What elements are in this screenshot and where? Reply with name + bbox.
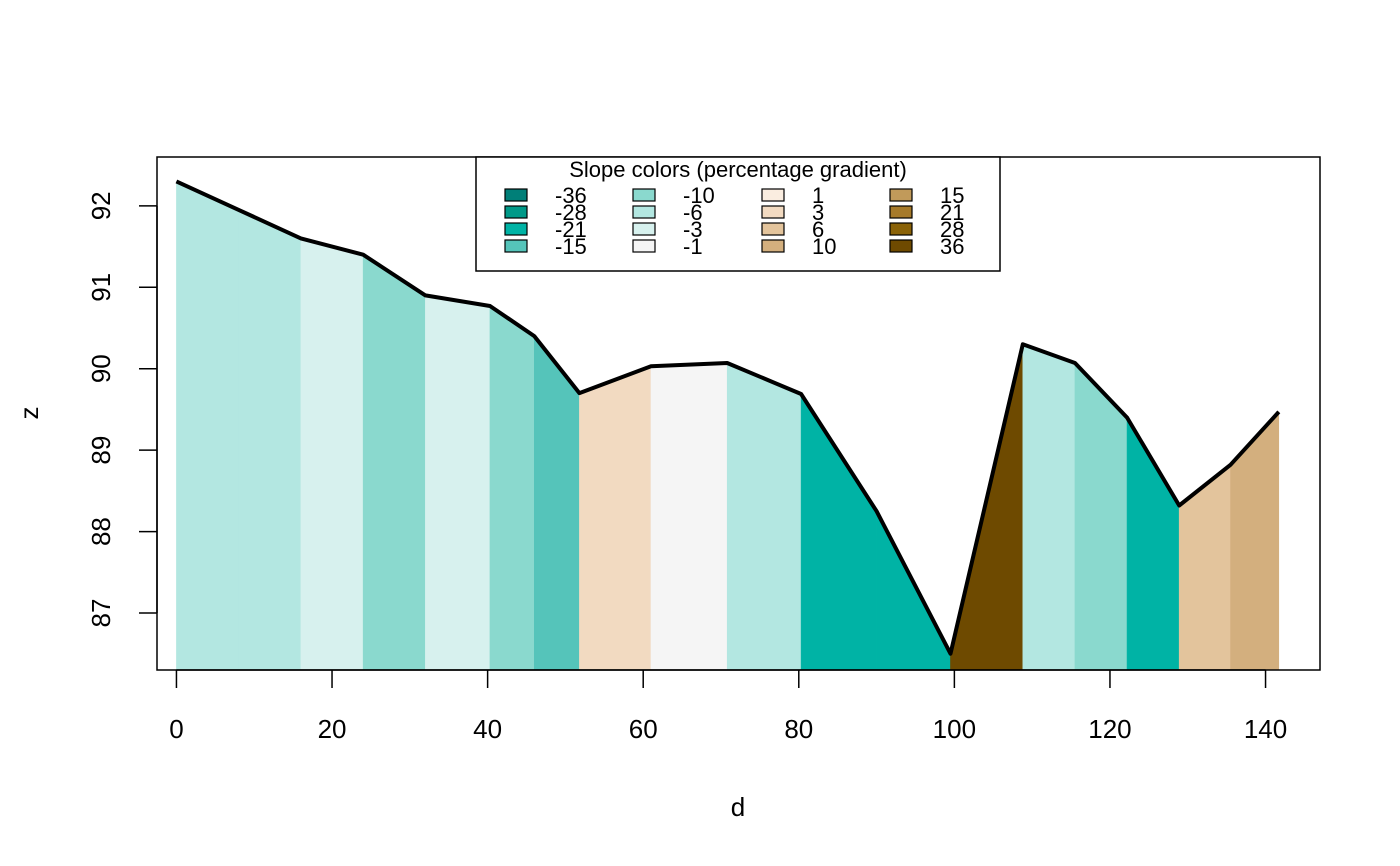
- legend-swatch: [761, 222, 785, 236]
- legend-swatch: [889, 188, 913, 202]
- slope-segment: [650, 362, 728, 671]
- legend-label: -6: [683, 200, 703, 225]
- x-tick-label: 120: [1088, 714, 1131, 744]
- legend-label: -36: [555, 183, 587, 208]
- legend-swatch: [504, 239, 528, 253]
- slope-segment: [362, 254, 426, 671]
- slope-segment: [1230, 411, 1280, 671]
- y-tick-label: 89: [86, 436, 116, 465]
- legend-swatch: [504, 188, 528, 202]
- slope-segment: [579, 365, 652, 671]
- slope-fills: [176, 180, 1280, 671]
- legend-swatch: [504, 205, 528, 219]
- slope-segment: [1178, 464, 1231, 671]
- slope-segment: [1126, 416, 1180, 671]
- legend-label: 36: [940, 234, 964, 259]
- legend-box: [475, 156, 1001, 272]
- y-tick-label: 91: [86, 273, 116, 302]
- legend-swatch: [761, 239, 785, 253]
- legend-label: 10: [812, 234, 836, 259]
- legend-label: -15: [555, 234, 587, 259]
- legend-swatch: [889, 239, 913, 253]
- legend-swatch: [889, 222, 913, 236]
- legend-swatch: [761, 188, 785, 202]
- slope-segment: [176, 180, 239, 671]
- slope-segment: [300, 238, 364, 671]
- legend-swatch: [889, 205, 913, 219]
- legend-label: -3: [683, 217, 703, 242]
- y-tick-label: 92: [86, 191, 116, 220]
- x-tick-label: 80: [784, 714, 813, 744]
- x-tick-label: 100: [933, 714, 976, 744]
- legend-label: 3: [812, 200, 824, 225]
- legend-label: 15: [940, 183, 964, 208]
- elevation-profile-line: [175, 179, 1281, 656]
- x-tick-label: 60: [629, 714, 658, 744]
- legend-swatch: [632, 239, 656, 253]
- y-tick-label: 88: [86, 517, 116, 546]
- legend-swatch: [761, 205, 785, 219]
- y-tick-label: 90: [86, 354, 116, 383]
- legend-swatch: [504, 222, 528, 236]
- x-tick-label: 40: [473, 714, 502, 744]
- legend-swatch: [632, 188, 656, 202]
- x-tick-label: 140: [1244, 714, 1287, 744]
- legend-label: 21: [940, 200, 964, 225]
- legend-label: -10: [683, 183, 715, 208]
- y-tick-label: 87: [86, 599, 116, 628]
- slope-segment: [489, 305, 535, 671]
- y-axis: 87 88 89 90 91 92: [86, 191, 158, 628]
- x-axis: 0 20 40 60 80 100 120 140: [169, 669, 1287, 744]
- y-axis-label: z: [14, 407, 44, 420]
- legend-label: 28: [940, 217, 964, 242]
- slope-segment: [800, 392, 877, 671]
- legend-label: 6: [812, 217, 824, 242]
- slope-segment: [726, 362, 802, 671]
- legend-swatch: [632, 222, 656, 236]
- slope-segment: [425, 295, 491, 671]
- legend-swatch: [632, 205, 656, 219]
- legend-title: Slope colors (percentage gradient): [569, 157, 907, 182]
- slope-segment: [1022, 343, 1076, 671]
- legend: Slope colors (percentage gradient) -36-2…: [475, 156, 1001, 272]
- x-axis-label: d: [731, 792, 745, 822]
- legend-label: -28: [555, 200, 587, 225]
- legend-label: -21: [555, 217, 587, 242]
- x-tick-label: 0: [169, 714, 183, 744]
- x-tick-label: 20: [318, 714, 347, 744]
- slope-segment: [238, 209, 302, 671]
- legend-label: -1: [683, 234, 703, 259]
- legend-label: 1: [812, 183, 824, 208]
